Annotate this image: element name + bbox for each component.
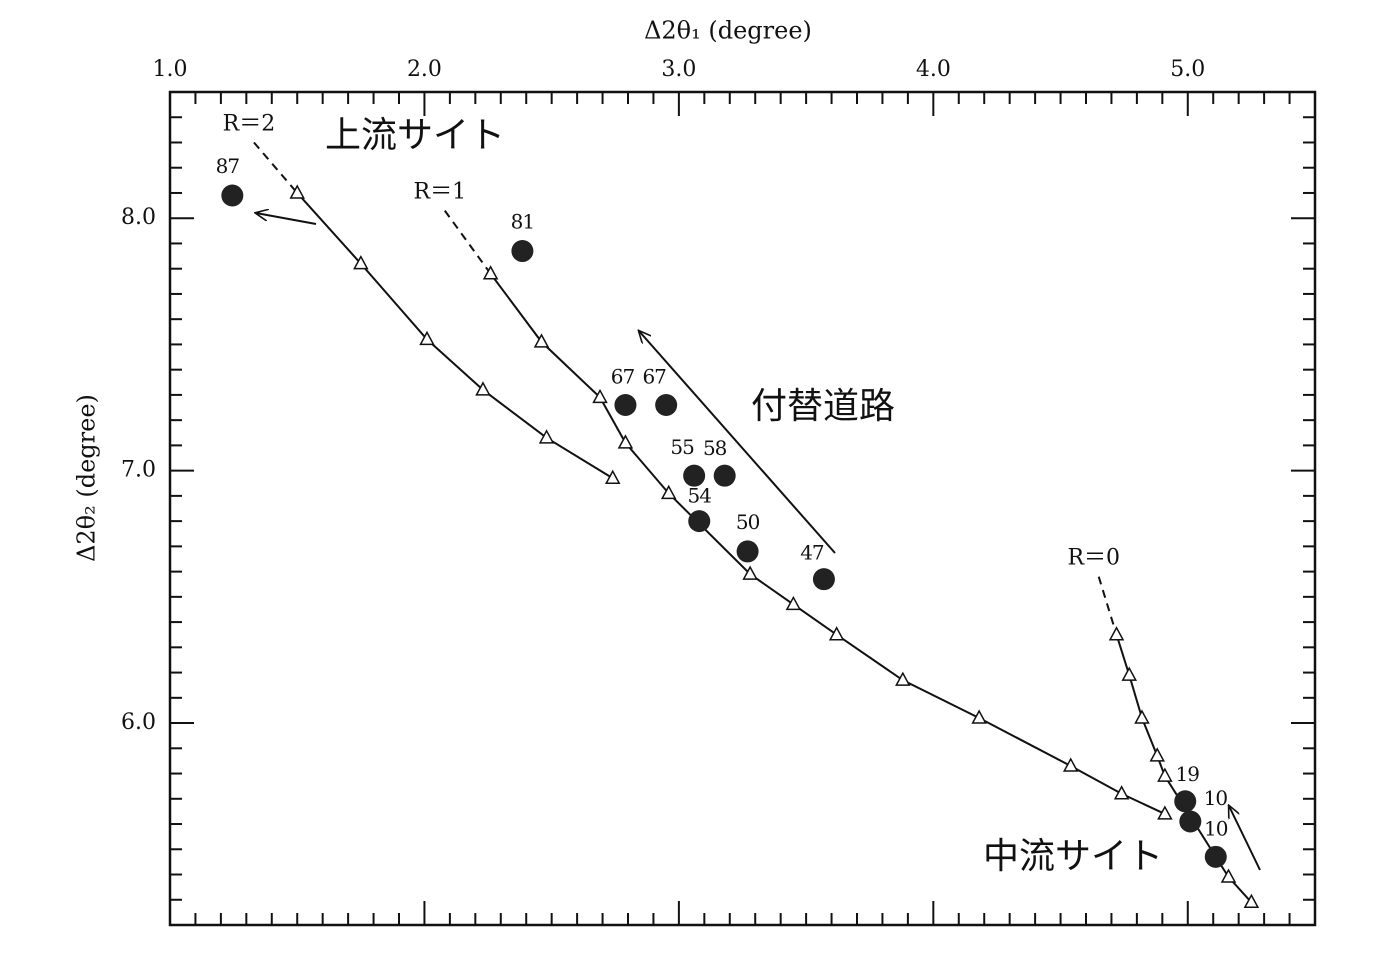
- series-label: R＝2: [223, 111, 276, 136]
- triangle-marker: [1157, 805, 1173, 820]
- triangle-marker: [1113, 785, 1130, 800]
- curve: [296, 192, 614, 480]
- x-tick-label: 1.0: [153, 57, 188, 82]
- triangle-marker: [604, 469, 621, 484]
- point-label: 10: [1204, 816, 1228, 840]
- lead-line: [443, 210, 492, 275]
- series-label: R＝1: [414, 180, 467, 205]
- triangle-marker: [1157, 767, 1173, 782]
- data-point: [511, 240, 534, 263]
- lead-line: [1097, 576, 1118, 636]
- x-tick-label: 3.0: [661, 57, 696, 82]
- triangle-marker: [1134, 709, 1150, 724]
- triangle-marker: [660, 484, 677, 500]
- point-label: 10: [1204, 786, 1228, 810]
- triangle-marker: [1108, 626, 1125, 641]
- point-label: 67: [611, 365, 635, 389]
- y-tick-label: 6.0: [121, 710, 156, 735]
- y-tick-label: 7.0: [121, 458, 156, 483]
- point-label: 67: [642, 365, 666, 389]
- y-axis-label: Δ2θ₂ (degree): [73, 394, 101, 562]
- triangle-marker: [1243, 893, 1260, 909]
- triangle-marker: [785, 595, 802, 611]
- data-point: [1204, 845, 1227, 868]
- triangle-marker: [353, 255, 369, 270]
- point-label: 58: [703, 436, 727, 460]
- arrow: [639, 331, 836, 554]
- triangle-marker: [1149, 747, 1165, 762]
- arrow: [256, 213, 317, 225]
- point-label: 19: [1176, 762, 1200, 786]
- x-axis-label: Δ2θ₁ (degree): [644, 17, 812, 45]
- x-tick-label: 5.0: [1170, 57, 1205, 82]
- triangle-marker: [828, 626, 845, 641]
- point-label: 87: [216, 154, 240, 178]
- triangle-marker: [475, 381, 491, 396]
- point-label: 47: [800, 541, 824, 565]
- annotation: 付替道路: [751, 386, 895, 427]
- triangle-marker: [289, 184, 305, 199]
- point-label: 50: [736, 510, 760, 534]
- data-point: [1174, 790, 1197, 813]
- triangle-marker: [482, 265, 499, 280]
- data-point: [614, 394, 637, 417]
- triangle-marker: [1121, 666, 1138, 681]
- x-tick-label: 4.0: [916, 57, 951, 82]
- triangle-marker: [1220, 868, 1237, 883]
- triangle-marker: [971, 709, 987, 724]
- series-label: R＝0: [1067, 546, 1120, 571]
- annotation: 中流サイト: [983, 836, 1163, 877]
- lead-line: [253, 141, 298, 194]
- point-label: 81: [511, 210, 534, 234]
- data-point: [683, 464, 706, 487]
- triangle-marker: [617, 434, 634, 449]
- data-point: [1179, 810, 1202, 833]
- arrow: [1229, 806, 1261, 871]
- triangle-marker: [1062, 757, 1079, 772]
- triangle-marker: [533, 333, 550, 348]
- point-label: 54: [688, 484, 712, 508]
- y-tick-label: 8.0: [121, 205, 156, 230]
- data-point: [655, 394, 678, 417]
- plot-frame: [168, 90, 1317, 927]
- triangle-marker: [742, 565, 758, 580]
- data-point: [713, 464, 736, 487]
- triangle-marker: [538, 429, 555, 444]
- triangle-marker: [419, 330, 435, 346]
- triangle-marker: [592, 388, 608, 404]
- point-label: 55: [670, 435, 694, 459]
- data-point: [221, 184, 244, 207]
- data-point: [688, 510, 711, 533]
- annotation: 上流サイト: [325, 115, 505, 156]
- data-point: [736, 540, 759, 563]
- x-tick-label: 2.0: [407, 57, 442, 82]
- data-point: [812, 568, 835, 591]
- triangle-marker: [895, 671, 911, 686]
